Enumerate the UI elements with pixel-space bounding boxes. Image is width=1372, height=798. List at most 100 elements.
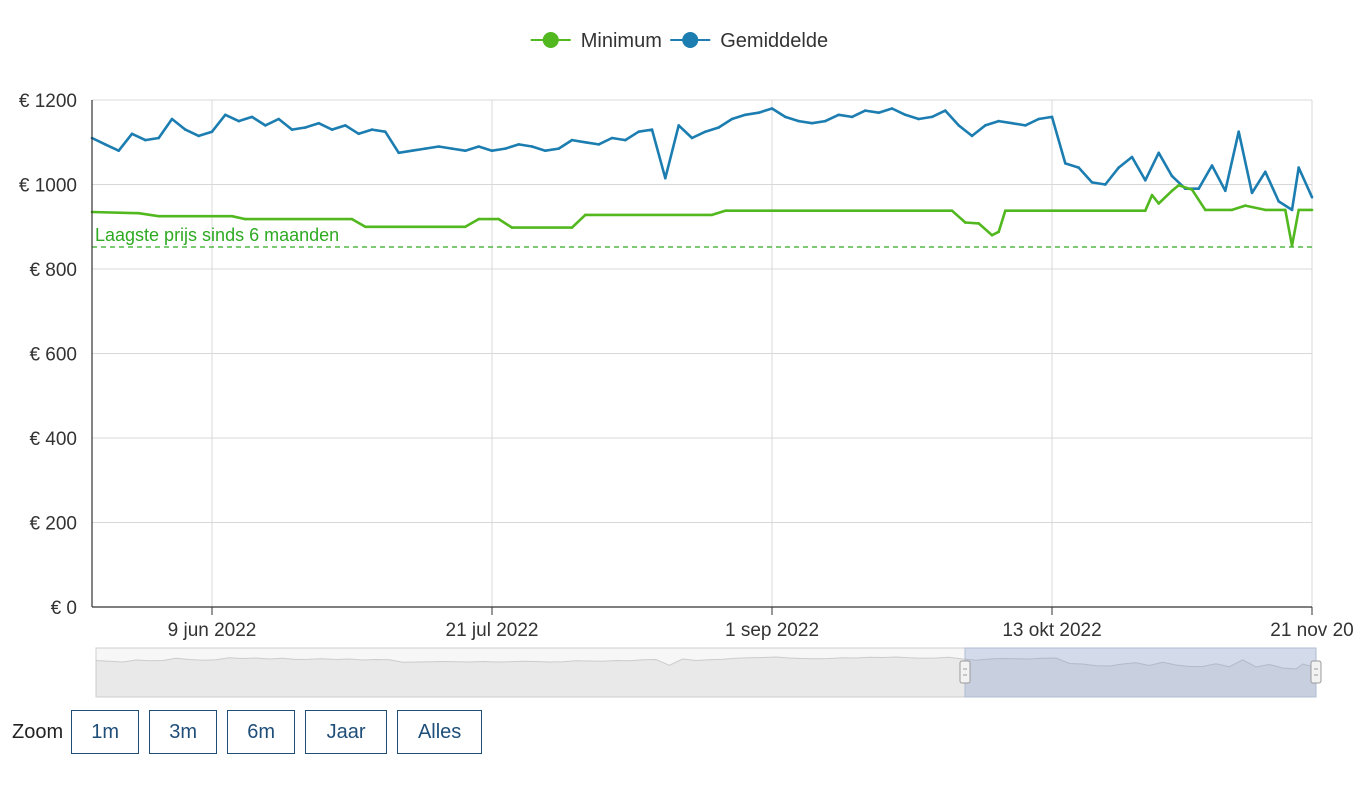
data-point-gemiddelde: [1064, 162, 1067, 165]
data-point-minimum: [477, 217, 481, 221]
y-tick-label: € 800: [29, 260, 77, 281]
data-point-gemiddelde: [197, 134, 200, 138]
data-point-minimum: [710, 213, 714, 217]
data-point-minimum: [977, 222, 980, 225]
data-point-gemiddelde: [290, 128, 294, 131]
data-point-minimum: [364, 225, 367, 229]
data-point-gemiddelde: [130, 132, 134, 136]
data-point-minimum: [1157, 202, 1160, 205]
data-point-gemiddelde: [770, 107, 774, 110]
data-point-gemiddelde: [1297, 166, 1300, 169]
data-point-gemiddelde: [690, 136, 694, 140]
data-point-minimum: [464, 225, 467, 229]
legend-label: Minimum: [581, 30, 662, 52]
data-point-gemiddelde: [570, 138, 574, 142]
price-chart: Minimum Gemiddelde Laagste prijs sinds 6 …: [19, 30, 1354, 698]
data-point-gemiddelde: [757, 111, 760, 114]
data-point-minimum: [1297, 208, 1300, 212]
data-point-minimum: [1230, 208, 1234, 212]
data-point-gemiddelde: [930, 115, 934, 119]
data-point-minimum: [724, 209, 727, 212]
data-point-minimum: [570, 226, 574, 229]
data-point-gemiddelde: [144, 138, 147, 142]
data-point-gemiddelde: [250, 115, 254, 119]
data-point-gemiddelde: [1050, 115, 1054, 119]
data-point-gemiddelde: [357, 132, 361, 136]
data-point-minimum: [1290, 244, 1294, 248]
data-point-gemiddelde: [477, 145, 481, 148]
data-point-gemiddelde: [1010, 121, 1014, 125]
data-point-minimum: [1150, 193, 1154, 197]
data-point-minimum: [1310, 208, 1314, 212]
data-point-gemiddelde: [1090, 181, 1094, 184]
legend-item-minimum: Minimum: [530, 30, 662, 52]
data-point-gemiddelde: [957, 124, 960, 127]
data-point-minimum: [964, 221, 967, 224]
data-point-gemiddelde: [1157, 151, 1160, 155]
data-point-gemiddelde: [184, 128, 187, 131]
data-point-gemiddelde: [330, 128, 334, 131]
zoom-1m-button[interactable]: 1m: [71, 710, 140, 754]
data-point-gemiddelde: [1144, 179, 1147, 182]
legend-item-gemiddelde: Gemiddelde: [670, 30, 828, 52]
data-point-gemiddelde: [1197, 187, 1200, 190]
data-point-minimum: [1204, 208, 1207, 212]
y-tick-label: € 0: [51, 598, 77, 619]
data-point-gemiddelde: [530, 145, 534, 148]
data-point-gemiddelde: [704, 130, 707, 133]
data-point-gemiddelde: [1264, 170, 1267, 174]
data-point-gemiddelde: [864, 109, 867, 112]
x-tick-label: 9 jun 2022: [168, 620, 257, 641]
zoom-alles-button[interactable]: Alles: [397, 710, 483, 754]
data-point-gemiddelde: [944, 109, 947, 112]
data-point-minimum: [497, 217, 501, 221]
axes: € 0 € 200 € 400 € 600 € 800 € 1000 € 1200 9 jun…: [19, 91, 1354, 641]
data-point-minimum: [997, 230, 1000, 234]
data-point-gemiddelde: [597, 143, 600, 146]
data-point-gemiddelde: [797, 119, 800, 123]
y-tick-label: € 1200: [19, 91, 77, 112]
data-point-gemiddelde: [370, 128, 374, 131]
y-tick-label: € 200: [29, 514, 77, 535]
data-point-gemiddelde: [304, 126, 307, 129]
data-point-gemiddelde: [410, 149, 414, 152]
data-point-gemiddelde: [104, 143, 107, 146]
legend: Minimum Gemiddelde: [530, 30, 828, 52]
reference-line-group: Laagste prijs sinds 6 maanden: [92, 225, 1312, 248]
zoom-3m-button[interactable]: 3m: [149, 710, 218, 754]
data-point-gemiddelde: [917, 117, 920, 121]
data-point-gemiddelde: [224, 113, 227, 117]
data-point-minimum: [584, 213, 587, 217]
data-point-gemiddelde: [1237, 130, 1240, 133]
data-point-gemiddelde: [397, 151, 401, 155]
data-point-gemiddelde: [984, 124, 987, 127]
zoom-jaar-button[interactable]: Jaar: [305, 710, 388, 754]
data-point-gemiddelde: [664, 176, 667, 180]
zoom-6m-button[interactable]: 6m: [227, 710, 296, 754]
data-point-gemiddelde: [517, 143, 520, 146]
data-point-gemiddelde: [997, 119, 1000, 123]
data-point-minimum: [1170, 189, 1174, 193]
data-point-gemiddelde: [650, 128, 654, 131]
data-point-gemiddelde: [1210, 164, 1214, 167]
data-point-minimum: [157, 214, 160, 218]
data-point-gemiddelde: [1277, 200, 1280, 203]
navigator-left-handle[interactable]: [959, 660, 971, 684]
data-point-minimum: [1190, 188, 1194, 191]
data-point-gemiddelde: [810, 121, 814, 125]
data-point-gemiddelde: [1310, 195, 1314, 199]
data-point-minimum: [1244, 204, 1247, 207]
data-point-minimum: [350, 217, 354, 221]
data-point-gemiddelde: [677, 124, 680, 127]
data-point-gemiddelde: [1077, 166, 1080, 169]
data-point-gemiddelde: [717, 126, 720, 129]
data-point-gemiddelde: [850, 115, 854, 119]
data-point-gemiddelde: [210, 130, 214, 133]
data-point-gemiddelde: [584, 141, 587, 144]
navigator-right-handle[interactable]: [1310, 660, 1322, 684]
data-point-minimum: [1264, 208, 1267, 212]
data-point-gemiddelde: [424, 147, 427, 150]
data-point-gemiddelde: [384, 130, 387, 133]
data-point-gemiddelde: [1130, 155, 1134, 159]
navigator[interactable]: [95, 647, 1322, 698]
